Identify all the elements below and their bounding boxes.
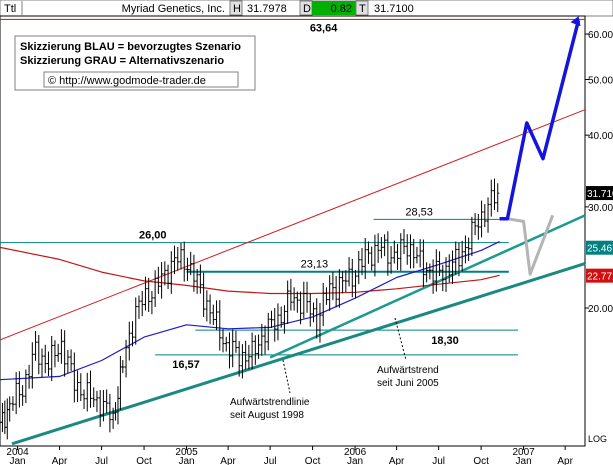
header-d-value: 0.82: [331, 3, 352, 15]
x-tick-label: Jul: [264, 456, 277, 465]
annotation-leader: [394, 317, 407, 361]
x-tick-label: Jan: [516, 456, 532, 465]
scenario-blue-arrowhead: [570, 16, 581, 27]
y-tick-label: 30.0000: [588, 203, 613, 214]
legend-gray-line: Skizzierung GRAU = Alternativszenario: [20, 55, 224, 67]
y-tick-label: 60.0000: [588, 30, 613, 41]
level-label: 16,57: [172, 359, 200, 371]
x-tick-label: Jan: [178, 456, 194, 465]
y-tick-label: 40.0000: [588, 131, 613, 142]
header-security-name: Myriad Genetics, Inc.: [122, 3, 225, 15]
scenario-gray-line: [507, 214, 555, 276]
header-d-label: D: [303, 3, 311, 15]
x-tick-label: Oct: [136, 456, 152, 465]
header-h-label: H: [233, 3, 241, 15]
header-h-value: 31.7978: [247, 3, 287, 15]
price-bars: [0, 178, 500, 440]
annotation-trend-2005-line1: Aufwärtstrend: [377, 365, 439, 376]
x-tick-label: Apr: [557, 456, 573, 465]
annotation-trend-2005-line2: seit Juni 2005: [377, 378, 439, 389]
header-ttl: Ttl: [4, 3, 16, 15]
x-tick-label: Jul: [95, 456, 108, 465]
annotation-leader: [282, 359, 291, 394]
scenario-blue-line: [499, 19, 581, 221]
x-tick-label: Apr: [389, 456, 405, 465]
scenarios: [499, 16, 581, 276]
price-label-value: 31.7100: [587, 189, 613, 200]
y-tick-label: 50.0000: [588, 76, 613, 87]
level-label: 26,00: [139, 230, 167, 242]
header-bar: Ttl Myriad Genetics, Inc. H 31.7978 D 0.…: [0, 0, 613, 17]
level-label: 63,64: [310, 22, 338, 34]
sma-blue-line: [0, 241, 500, 381]
level-label: 28,53: [405, 206, 433, 218]
annotation-trend-1998-line2: seit August 1998: [230, 410, 304, 421]
legend-box: Skizzierung BLAU = bevorzugtes Szenario …: [14, 35, 256, 91]
legend-copyright: © http://www.godmode-trader.de: [48, 75, 206, 87]
x-tick-label: Oct: [473, 456, 489, 465]
x-year-label: 2007: [512, 447, 535, 458]
trendline: [269, 214, 586, 359]
x-tick-label: Apr: [220, 456, 236, 465]
price-label-box: [586, 186, 613, 201]
price-labels: 31.7100 25.46747 22.77132: [586, 186, 613, 283]
horizontal-levels: 26,00 23,13 18,30 16,57 28,53 63,64: [0, 18, 585, 371]
level-label: 23,13: [301, 259, 329, 271]
header-t-value: 31.7100: [374, 3, 414, 15]
x-tick-label: Jan: [347, 456, 363, 465]
x-tick-label: Oct: [305, 456, 321, 465]
price-label-value: 22.77132: [587, 272, 613, 283]
price-label-box: [586, 268, 613, 283]
x-year-label: 2004: [6, 447, 29, 458]
price-label-box: [586, 240, 613, 255]
x-tick-label: Jul: [432, 456, 445, 465]
x-tick-label: Apr: [52, 456, 68, 465]
trendlines: [0, 109, 586, 446]
level-label: 18,30: [431, 335, 459, 347]
y-axis: 20.0000 30.0000 40.0000 50.0000 60.0000 LOG: [585, 30, 613, 444]
x-year-label: 2006: [344, 447, 367, 458]
x-year-label: 2005: [175, 447, 198, 458]
annotations: Aufwärtstrendlinie seit August 1998 Aufwär…: [230, 317, 439, 421]
moving-averages: [0, 241, 500, 381]
trendline: [0, 109, 586, 341]
annotation-trend-1998-line1: Aufwärtstrendlinie: [230, 397, 310, 408]
header-t-label: T: [359, 3, 366, 15]
y-tick-label: 20.0000: [588, 304, 613, 315]
price-label-value: 25.46747: [587, 244, 613, 255]
sma-red-line: [0, 246, 500, 295]
trendline: [11, 262, 586, 446]
log-scale-label: LOG: [588, 434, 607, 444]
legend-blue-line: Skizzierung BLAU = bevorzugtes Szenario: [20, 41, 241, 53]
x-tick-label: Jan: [9, 456, 25, 465]
